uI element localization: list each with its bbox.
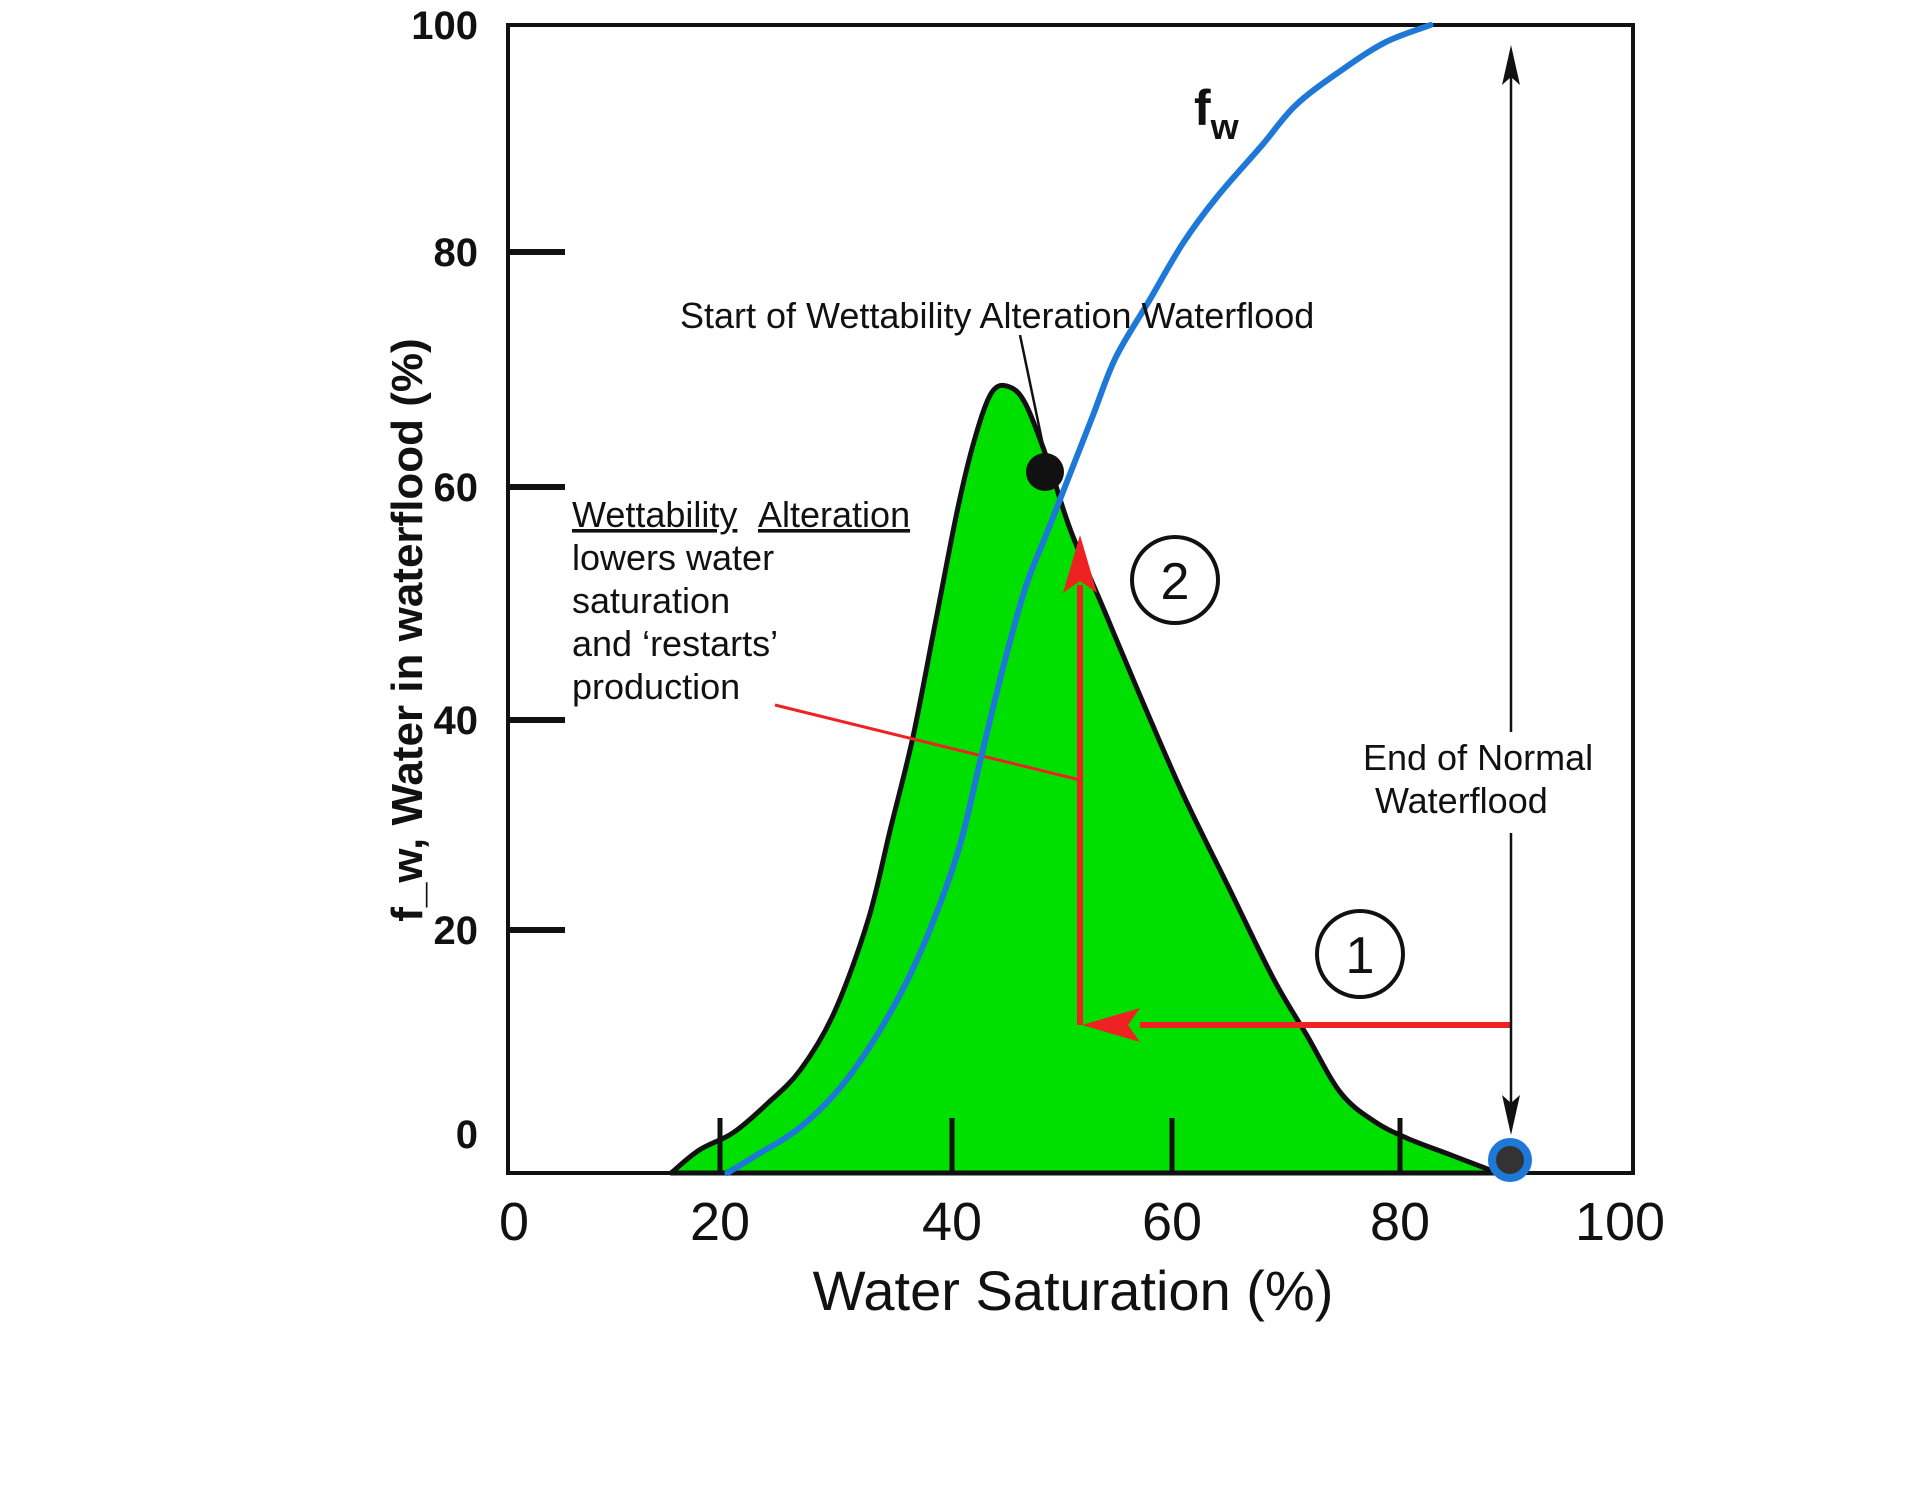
x-tick-label: 80 — [1370, 1192, 1430, 1252]
end-range-arrowhead-bottom — [1502, 1095, 1520, 1135]
wa-line-3: and ‘restarts’ — [572, 623, 778, 664]
y-tick-label: 20 — [434, 909, 479, 953]
green-area-series — [668, 382, 1501, 1176]
start-point-marker — [1026, 453, 1064, 491]
y-tick-label: 60 — [434, 466, 479, 510]
y-axis-title: f_w, Water in waterflood (%) — [383, 338, 432, 921]
wa-line-2: saturation — [572, 580, 730, 621]
fw-label-main: f — [1194, 80, 1211, 136]
y-tick-label: 40 — [434, 699, 479, 743]
fw-series-line — [724, 22, 1434, 1176]
y-tick-label: 80 — [434, 231, 479, 275]
plot-frame — [506, 23, 1635, 1175]
end-point-marker — [1488, 1138, 1532, 1182]
red-arrowhead-step-1 — [1082, 1008, 1140, 1042]
wa-heading-2: Alteration — [758, 494, 910, 535]
start-annotation: Start of Wettability Alteration Waterflo… — [680, 295, 1314, 336]
y-tick-label: 100 — [411, 4, 478, 48]
end-annotation-line-2: Waterflood — [1375, 780, 1548, 821]
step-1-number: 1 — [1346, 927, 1375, 985]
x-tick-label: 100 — [1575, 1192, 1665, 1252]
wa-line-1: lowers water — [572, 537, 774, 578]
wa-heading-1: Wettability — [572, 494, 737, 535]
end-range-arrowhead-top — [1502, 45, 1520, 85]
x-axis-title: Water Saturation (%) — [813, 1259, 1334, 1322]
red-arrowhead-step-2 — [1063, 535, 1097, 593]
wa-leader-line — [774, 703, 1081, 782]
step-1-circle — [1315, 909, 1405, 999]
x-tick-label: 40 — [922, 1192, 982, 1252]
plot-layer: 0 20 40 60 80 100 0 20 40 60 80 100 — [411, 4, 1665, 1252]
end-annotation-line-1: End of Normal — [1363, 737, 1593, 778]
x-tick-label: 0 — [499, 1192, 529, 1252]
fw-series-label: fw — [1194, 80, 1240, 147]
step-2-number: 2 — [1161, 553, 1190, 611]
start-leader-line — [1018, 334, 1046, 451]
x-tick-label: 60 — [1142, 1192, 1202, 1252]
fw-label-sub: w — [1210, 106, 1240, 147]
x-tick-label: 20 — [690, 1192, 750, 1252]
step-2-circle — [1130, 535, 1220, 625]
y-tick-label: 0 — [456, 1113, 478, 1157]
wa-line-4: production — [572, 666, 740, 707]
